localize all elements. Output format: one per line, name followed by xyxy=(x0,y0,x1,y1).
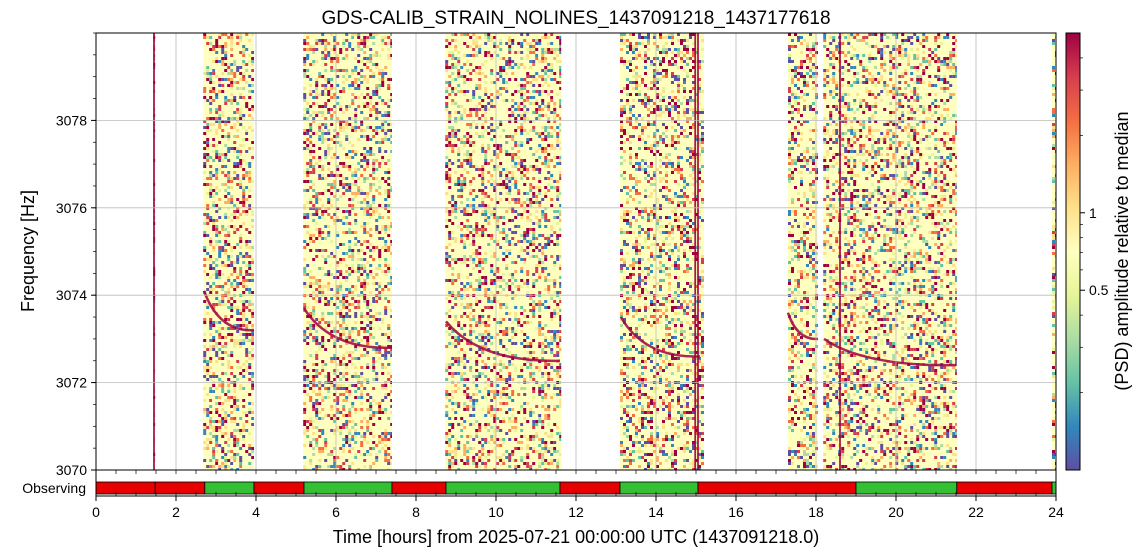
x-tick-label: 12 xyxy=(568,504,584,520)
state-segment xyxy=(303,481,393,495)
state-segment xyxy=(619,481,699,495)
data-segment xyxy=(303,33,392,470)
state-segment xyxy=(391,481,447,495)
line-feature xyxy=(786,312,819,341)
y-tick-label: 3078 xyxy=(56,112,87,128)
x-tick-label: 4 xyxy=(252,504,260,520)
state-segment xyxy=(154,481,206,495)
x-tick-label: 8 xyxy=(412,504,420,520)
x-axis-label: Time [hours] from 2025-07-21 00:00:00 UT… xyxy=(333,527,820,547)
y-tick-label: 3072 xyxy=(56,375,87,391)
y-tick-label: 3074 xyxy=(56,287,87,303)
colorbar-tick-label: 1 xyxy=(1089,205,1097,221)
line-feature xyxy=(619,316,701,358)
y-tick-label: 3076 xyxy=(56,200,87,216)
state-segment xyxy=(445,481,561,495)
x-tick-label: 24 xyxy=(1048,504,1064,520)
data-segment xyxy=(445,33,562,470)
state-segment xyxy=(559,481,621,495)
state-segment xyxy=(253,481,305,495)
colorbar-ticks: 0.51 xyxy=(1080,57,1109,393)
y-tick-label: 3070 xyxy=(56,462,87,478)
x-tick-label: 14 xyxy=(648,504,664,520)
line-feature xyxy=(302,307,393,349)
x-tick-label: 18 xyxy=(808,504,824,520)
state-segment xyxy=(95,481,156,495)
x-tick-label: 20 xyxy=(888,504,904,520)
state-bar-label: Observing xyxy=(22,480,86,496)
state-segment xyxy=(697,481,857,495)
colorbar xyxy=(1065,32,1081,471)
state-segment xyxy=(855,481,958,495)
line-feature xyxy=(445,320,561,363)
x-tick-label: 16 xyxy=(728,504,744,520)
data-segment xyxy=(620,33,704,470)
data-segment xyxy=(788,33,818,470)
data-segment xyxy=(203,33,254,470)
x-tick-label: 0 xyxy=(92,504,100,520)
colorbar-tick-label: 0.5 xyxy=(1089,282,1109,298)
chart-title: GDS-CALIB_STRAIN_NOLINES_1437091218_1437… xyxy=(321,8,830,29)
data-segment xyxy=(1052,33,1056,470)
observing-state-bar xyxy=(95,481,1057,495)
x-tick-label: 6 xyxy=(332,504,340,520)
x-tick-label: 22 xyxy=(968,504,984,520)
spectrogram-data xyxy=(153,33,1056,470)
state-segment xyxy=(1051,481,1057,495)
colorbar-label: (PSD) amplitude relative to median xyxy=(1112,111,1132,390)
state-segment xyxy=(956,481,1053,495)
line-feature xyxy=(823,337,957,367)
x-axis: 0 2 4 6 8 10 12 14 16 18 20 22 24 xyxy=(92,470,1064,520)
x-tick-label: 2 xyxy=(172,504,180,520)
x-tick-label: 10 xyxy=(488,504,504,520)
data-segment xyxy=(823,33,957,470)
line-feature xyxy=(202,290,255,332)
y-axis: 3070 3072 3074 3076 3078 xyxy=(56,32,96,478)
y-axis-label: Frequency [Hz] xyxy=(18,190,38,312)
state-segment xyxy=(204,481,255,495)
